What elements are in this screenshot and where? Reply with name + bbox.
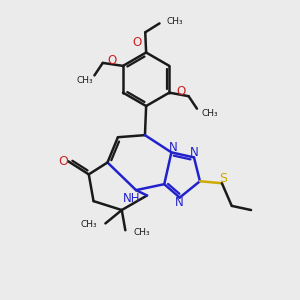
Text: N: N — [169, 141, 177, 154]
Text: O: O — [107, 54, 116, 67]
Text: O: O — [58, 155, 68, 168]
Text: N: N — [190, 146, 199, 160]
Text: O: O — [177, 85, 186, 98]
Text: NH: NH — [123, 192, 140, 205]
Text: CH₃: CH₃ — [134, 228, 150, 237]
Text: N: N — [175, 196, 184, 208]
Text: S: S — [219, 172, 227, 185]
Text: CH₃: CH₃ — [80, 220, 97, 230]
Text: CH₃: CH₃ — [201, 109, 218, 118]
Text: CH₃: CH₃ — [167, 16, 184, 26]
Text: O: O — [132, 36, 141, 49]
Text: CH₃: CH₃ — [76, 76, 93, 85]
